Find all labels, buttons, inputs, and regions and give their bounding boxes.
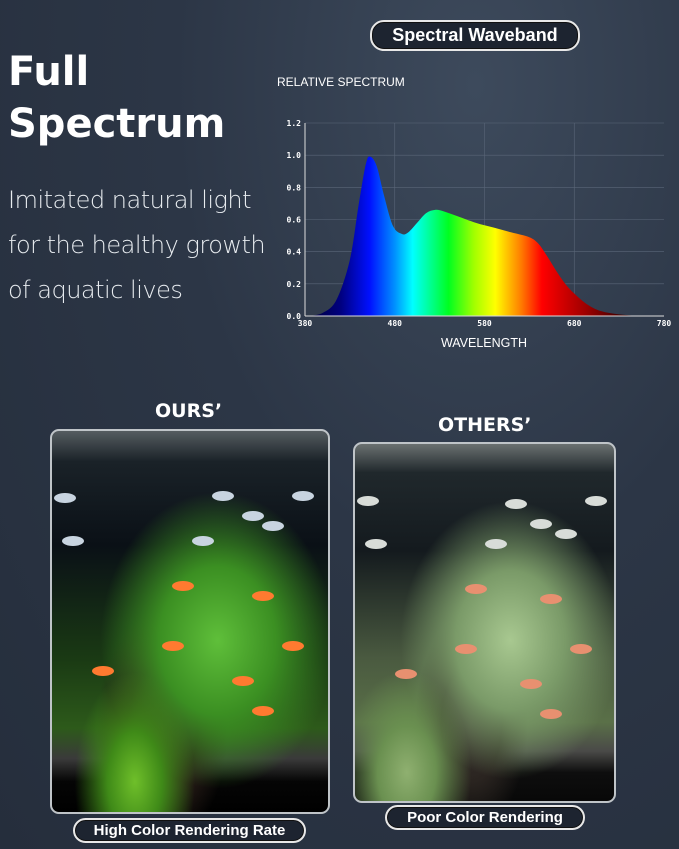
- fish: [92, 666, 114, 676]
- y-tick-label: 1.0: [287, 151, 302, 160]
- x-tick-label: 580: [477, 319, 492, 328]
- y-tick-label: 0.8: [287, 183, 302, 192]
- others-heading: OTHERS’: [438, 414, 532, 436]
- ours-caption-badge: High Color Rendering Rate: [73, 818, 306, 843]
- fish: [540, 709, 562, 719]
- others-aquarium-photo: [353, 442, 616, 803]
- ours-aquarium-photo: [50, 429, 330, 814]
- fish: [555, 529, 577, 539]
- spectrum-area: [309, 156, 660, 317]
- y-tick-label: 0.2: [287, 280, 302, 289]
- ours-heading: OURS’: [155, 400, 223, 422]
- x-tick-label: 480: [388, 319, 403, 328]
- x-tick-label: 380: [298, 319, 313, 328]
- x-axis-label: WAVELENGTH: [441, 336, 527, 350]
- spectral-waveband-badge: Spectral Waveband: [370, 20, 580, 51]
- fish: [252, 706, 274, 716]
- title-line-2: Spectrum: [8, 101, 226, 147]
- fish: [455, 644, 477, 654]
- spectrum-chart: RELATIVE SPECTRUM WAVELENGTH 0.0 0.2 0.4 0.…: [277, 75, 672, 350]
- fish: [262, 521, 284, 531]
- fish: [54, 493, 76, 503]
- fish: [365, 539, 387, 549]
- y-tick-label: 0.6: [287, 216, 302, 225]
- fish: [505, 499, 527, 509]
- y-tick-label: 0.4: [287, 248, 302, 257]
- y-tick-label: 0.0: [287, 312, 302, 321]
- fish: [292, 491, 314, 501]
- fish: [282, 641, 304, 651]
- fish: [585, 496, 607, 506]
- fish: [357, 496, 379, 506]
- fish: [520, 679, 542, 689]
- chart-title: RELATIVE SPECTRUM: [277, 75, 405, 89]
- fish: [465, 584, 487, 594]
- fish: [395, 669, 417, 679]
- fish: [192, 536, 214, 546]
- fish: [570, 644, 592, 654]
- fish: [172, 581, 194, 591]
- x-tick-label: 680: [567, 319, 582, 328]
- fish: [530, 519, 552, 529]
- others-caption-badge: Poor Color Rendering: [385, 805, 585, 830]
- x-tick-label: 780: [657, 319, 672, 328]
- title-line-1: Full: [8, 49, 90, 95]
- fish: [162, 641, 184, 651]
- y-tick-label: 1.2: [287, 119, 302, 128]
- fish: [485, 539, 507, 549]
- fish: [62, 536, 84, 546]
- subtitle: Imitated natural light for the healthy g…: [8, 186, 266, 304]
- fish: [540, 594, 562, 604]
- page-title: Full Spectrum: [8, 46, 225, 150]
- fish: [232, 676, 254, 686]
- fish: [242, 511, 264, 521]
- fish: [212, 491, 234, 501]
- fish: [252, 591, 274, 601]
